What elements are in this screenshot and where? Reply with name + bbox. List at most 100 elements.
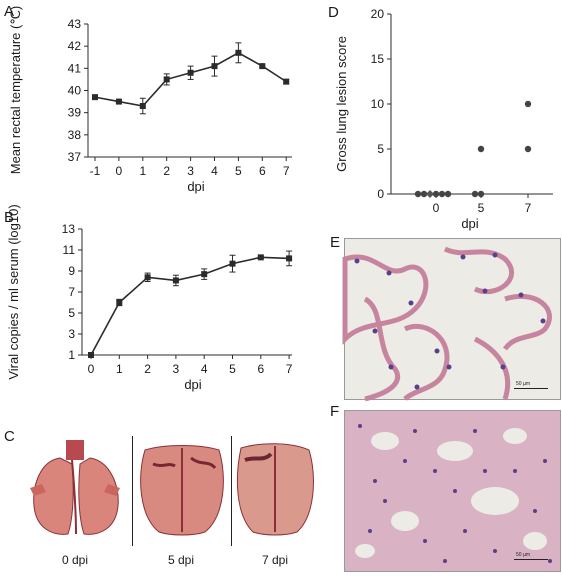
x-tick-label-b: 1 [116, 362, 123, 376]
y-tick-label-b: 3 [68, 327, 75, 341]
data-point-a [259, 63, 266, 70]
lung-photo-7dpi [233, 436, 317, 540]
data-point-d [426, 190, 434, 198]
data-point-a [283, 78, 290, 85]
x-axis-title-a: dpi [187, 179, 204, 194]
x-tick-label-a: -1 [90, 164, 101, 178]
panel-label-a: A [4, 3, 15, 20]
panel-label-e: E [330, 234, 341, 251]
data-point-d [420, 190, 428, 198]
y-tick-label-d: 0 [377, 187, 384, 201]
data-point-b [257, 254, 264, 261]
x-tick-label-b: 3 [173, 362, 180, 376]
panel-label-f: F [330, 403, 340, 420]
y-tick-label-a: 37 [68, 150, 82, 164]
x-tick-label-b: 4 [201, 362, 208, 376]
series-line-b [90, 256, 290, 356]
caption-7dpi: 7 dpi [261, 553, 289, 567]
data-point-b [286, 255, 293, 262]
panel-label-d: D [328, 4, 339, 21]
data-point-d [444, 190, 452, 198]
x-tick-label-b: 5 [229, 362, 236, 376]
data-point-d [471, 190, 479, 198]
scale-label-e: 50 µm [516, 381, 530, 387]
scale-bar-f [514, 559, 548, 560]
data-point-d [438, 190, 446, 198]
photo-divider [231, 436, 232, 546]
y-axis-title-a: Mean rectal temperature (℃) [8, 6, 23, 175]
y-tick-label-a: 41 [68, 61, 82, 75]
y-tick-label-b: 5 [68, 306, 75, 320]
data-point-d [414, 190, 422, 198]
data-point-a [187, 69, 194, 76]
data-point-b [88, 352, 94, 358]
lung-illustration-7 [233, 436, 317, 540]
data-point-a [115, 98, 122, 105]
caption-5dpi: 5 dpi [167, 553, 195, 567]
caption-0dpi: 0 dpi [61, 553, 89, 567]
y-tick-label-b: 1 [68, 348, 75, 362]
x-tick-label-a: 6 [259, 164, 266, 178]
y-tick-label-a: 39 [68, 106, 82, 120]
data-point-b [201, 271, 208, 278]
x-tick-label-b: 0 [88, 362, 95, 376]
y-tick-label-d: 10 [371, 97, 385, 111]
lung-photo-0dpi [20, 436, 132, 540]
data-point-d [477, 190, 485, 198]
data-point-a [163, 76, 170, 83]
y-tick-label-b: 11 [63, 243, 76, 257]
lung-photo-5dpi [135, 436, 229, 540]
data-point-a [92, 94, 98, 101]
panel-label-b: B [4, 209, 15, 226]
x-tick-label-a: 1 [139, 164, 146, 178]
x-tick-label-a: 3 [187, 164, 194, 178]
lung-illustration-0 [20, 436, 132, 540]
y-axis-title-d: Gross lung lesion score [334, 36, 349, 172]
photo-divider [132, 436, 133, 546]
panel-label-c: C [4, 428, 15, 445]
scale-bar-e [514, 388, 548, 389]
y-tick-label-a: 38 [68, 128, 82, 142]
data-point-b [172, 277, 179, 284]
x-tick-label-b: 7 [286, 362, 293, 376]
y-tick-label-d: 15 [371, 52, 385, 66]
histology-f [344, 410, 561, 572]
x-tick-label-a: 7 [283, 164, 290, 178]
histology-f-illustration [345, 411, 560, 571]
data-point-a [139, 103, 146, 110]
scale-label-f: 50 µm [516, 552, 530, 558]
data-point-d [432, 190, 440, 198]
x-tick-label-d: 5 [478, 201, 485, 215]
x-tick-label-d: 7 [525, 201, 532, 215]
data-point-d [524, 100, 532, 108]
y-tick-label-a: 43 [68, 17, 82, 31]
y-axis-title-b: Viral copies / ml serum (log10) [6, 204, 21, 379]
x-tick-label-a: 5 [235, 164, 242, 178]
y-tick-label-b: 9 [68, 264, 75, 278]
y-tick-label-d: 5 [377, 142, 384, 156]
data-point-a [235, 49, 242, 56]
data-point-b [229, 260, 236, 267]
data-point-b [144, 274, 151, 281]
x-axis-title-b: dpi [184, 377, 201, 392]
y-tick-label-a: 42 [68, 39, 82, 53]
histology-e [342, 238, 561, 402]
y-tick-label-b: 7 [68, 285, 75, 299]
x-tick-label-a: 4 [211, 164, 218, 178]
y-tick-label-d: 20 [371, 7, 385, 21]
x-tick-label-a: 2 [163, 164, 170, 178]
y-tick-label-a: 40 [68, 84, 82, 98]
data-point-a [211, 63, 218, 70]
x-tick-label-d: 0 [433, 201, 440, 215]
data-point-d [524, 145, 532, 153]
histology-e-illustration [342, 239, 560, 402]
y-tick-label-b: 13 [62, 222, 76, 236]
x-tick-label-b: 6 [257, 362, 264, 376]
data-point-b [116, 299, 123, 306]
x-tick-label-b: 2 [144, 362, 151, 376]
x-axis-title-d: dpi [461, 216, 478, 231]
data-point-d [477, 145, 485, 153]
lung-illustration-5 [135, 436, 229, 540]
x-tick-label-a: 0 [116, 164, 123, 178]
